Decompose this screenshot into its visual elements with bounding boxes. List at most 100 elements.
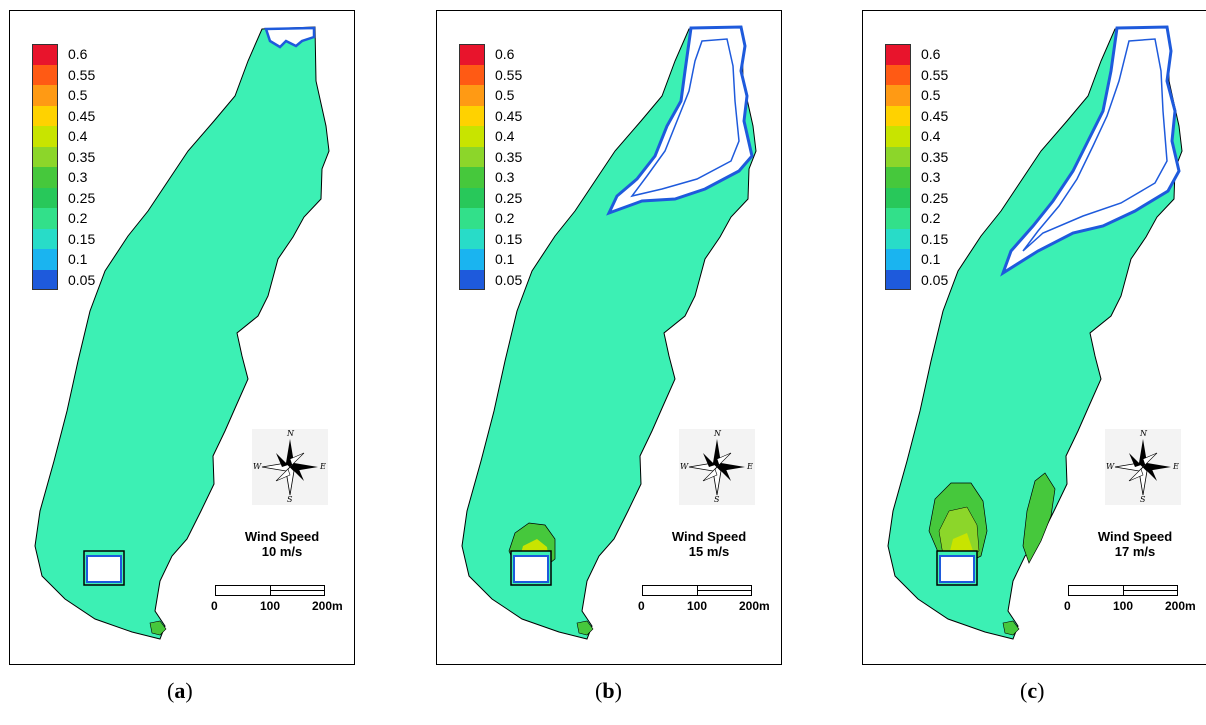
wind-speed-title: Wind Speed [244,529,320,544]
legend-swatch [459,44,485,65]
legend-entry: 0.6 [459,44,549,65]
wind-speed-title: Wind Speed [671,529,747,544]
legend-entry: 0.55 [885,64,975,85]
wind-speed-title: Wind Speed [1097,529,1173,544]
dry-zone-inner [630,38,740,198]
legend-swatch [459,187,485,208]
compass-w: W [253,462,262,471]
outlet-contour [1002,620,1020,636]
legend-swatch [32,105,58,126]
legend-entry: 0.45 [32,105,122,126]
legend-label: 0.45 [921,107,949,124]
wind-speed-value: 15 m/s [688,544,730,559]
legend-swatch [459,105,485,126]
legend-label: 0.4 [495,128,515,144]
legend-label: 0.35 [921,148,949,165]
compass-rose-icon: N S E W [252,429,328,505]
legend-swatch [32,64,58,85]
legend-label: 0.1 [921,251,941,267]
legend-swatch [459,249,485,270]
compass-e: E [1173,462,1179,471]
legend-entry: 0.25 [32,187,122,208]
legend-label: 0.1 [495,251,515,267]
legend-entry: 0.1 [459,249,549,270]
legend-swatch [32,269,58,290]
legend-entry: 0.05 [459,269,549,290]
legend-swatch [885,64,911,85]
legend-swatch [885,187,911,208]
legend-entry: 0.15 [32,228,122,249]
legend-swatch [459,208,485,229]
legend-swatch [32,146,58,167]
scale-label-200: 200m [312,599,343,613]
legend-label: 0.05 [921,271,949,288]
island-core [949,533,973,555]
legend-label: 0.5 [921,87,941,103]
legend-label: 0.55 [495,66,523,83]
legend-entry: 0.15 [885,228,975,249]
scale-label-100: 100 [687,599,708,613]
legend-entry: 0.35 [459,146,549,167]
compass-e: E [747,462,753,471]
compass-e: E [320,462,326,471]
legend-entry: 0.3 [459,167,549,188]
legend-entry: 0.15 [459,228,549,249]
scale-label-200: 200m [1165,599,1196,613]
lake-water [34,26,330,640]
legend-swatch [885,44,911,65]
legend-entry: 0.55 [459,64,549,85]
legend-label: 0.3 [921,169,941,185]
legend-label: 0.25 [921,189,949,206]
legend-label: 0.3 [495,169,515,185]
compass-n: N [1140,429,1147,438]
legend-label: 0.2 [495,210,515,226]
legend-entry: 0.4 [885,126,975,147]
legend-entry: 0.25 [885,187,975,208]
compass-w: W [1106,462,1115,471]
scale-label-0: 0 [638,599,645,613]
legend-entry: 0.1 [32,249,122,270]
caption-a: (a) [167,678,193,703]
lake-map-b [461,25,757,640]
legend-swatch [459,146,485,167]
scale-label-100: 100 [260,599,281,613]
legend-label: 0.6 [495,46,515,62]
legend-b: 0.6 0.55 0.5 0.45 0.4 0.35 0.3 0.25 0.2 0.15 0.1 0.… [459,44,549,290]
legend-swatch [885,85,911,106]
compass-n: N [287,429,294,438]
east-bank-contour [1022,472,1056,564]
legend-label: 0.25 [495,189,523,206]
compass-rose-icon: N S E W [679,429,755,505]
legend-entry: 0.3 [32,167,122,188]
legend-entry: 0.6 [885,44,975,65]
compass-s: S [1140,495,1146,504]
scale-bar: 0 100 200m [205,583,354,613]
legend-entry: 0.35 [885,146,975,167]
compass-rose-icon: N S E W [1105,429,1181,505]
wind-speed-label: Wind Speed 10 m/s [208,529,354,559]
legend-swatch [32,44,58,65]
legend-label: 0.15 [495,230,523,247]
legend-entry: 0.4 [32,126,122,147]
legend-entry: 0.2 [459,208,549,229]
compass-s: S [714,495,720,504]
legend-entry: 0.4 [459,126,549,147]
legend-label: 0.25 [68,189,96,206]
scale-bar: 0 100 200m [1058,583,1206,613]
wind-speed-value: 17 m/s [1114,544,1156,559]
scale-bar: 0 100 200m [632,583,781,613]
legend-label: 0.1 [68,251,88,267]
legend-swatch [885,105,911,126]
legend-label: 0.45 [495,107,523,124]
legend-label: 0.6 [68,46,88,62]
legend-swatch [459,126,485,147]
compass-w: W [680,462,689,471]
legend-label: 0.4 [68,128,88,144]
compass-s: S [287,495,293,504]
legend-swatch [32,167,58,188]
legend-swatch [885,126,911,147]
legend-label: 0.5 [68,87,88,103]
legend-swatch [885,146,911,167]
structure-inner [513,555,549,583]
legend-swatch [885,228,911,249]
